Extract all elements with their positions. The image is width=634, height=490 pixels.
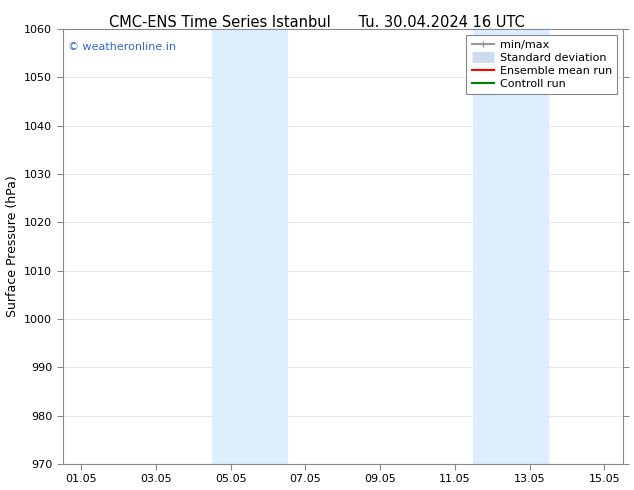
Text: CMC-ENS Time Series Istanbul      Tu. 30.04.2024 16 UTC: CMC-ENS Time Series Istanbul Tu. 30.04.2… [109,15,525,30]
Text: © weatheronline.in: © weatheronline.in [68,42,176,52]
Y-axis label: Surface Pressure (hPa): Surface Pressure (hPa) [6,176,18,318]
Bar [474,29,548,464]
Legend: min/max, Standard deviation, Ensemble mean run, Controll run: min/max, Standard deviation, Ensemble me… [466,35,618,94]
Bar [212,29,287,464]
